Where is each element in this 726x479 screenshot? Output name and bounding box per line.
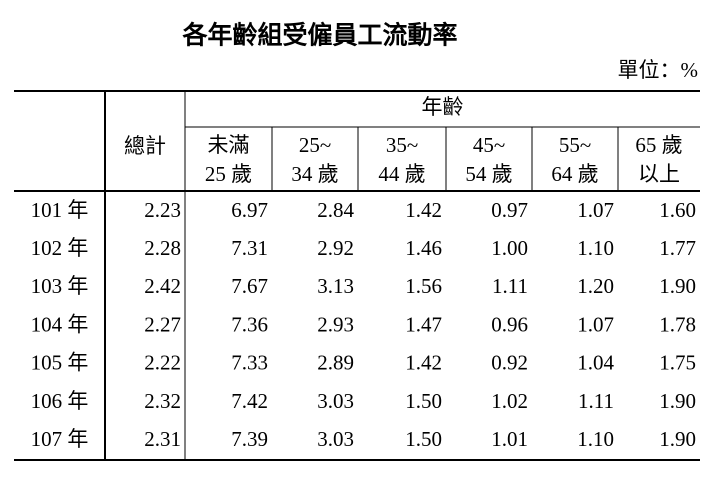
- cell-value: 1.50: [405, 389, 442, 413]
- column-header: 總計: [124, 134, 166, 158]
- column-header: 54 歲: [465, 162, 512, 186]
- cell-value: 1.04: [577, 351, 614, 375]
- cell-value: 1.60: [659, 198, 696, 222]
- cell-value: 1.56: [405, 274, 442, 298]
- cell-value: 3.03: [317, 427, 354, 451]
- column-header: 未滿: [208, 133, 250, 157]
- row-header: 107 年: [31, 427, 89, 451]
- cell-value: 3.13: [317, 274, 354, 298]
- cell-value: 3.03: [317, 389, 354, 413]
- row-header: 103 年: [31, 274, 89, 298]
- cell-value: 7.31: [231, 236, 268, 260]
- column-header: 35~: [386, 133, 418, 157]
- cell-value: 7.39: [231, 427, 268, 451]
- row-header: 105 年: [31, 351, 89, 375]
- group-header: 年齡: [422, 95, 464, 119]
- cell-value: 6.97: [231, 198, 268, 222]
- cell-value: 1.01: [491, 427, 528, 451]
- cell-value: 2.89: [317, 351, 354, 375]
- column-header: 45~: [473, 133, 505, 157]
- column-header: 25 歲: [205, 162, 252, 186]
- column-header: 34 歲: [291, 162, 338, 186]
- unit-label: 單位：%: [618, 58, 699, 82]
- cell-value: 0.92: [491, 351, 528, 375]
- cell-value: 2.31: [144, 427, 181, 451]
- cell-value: 1.46: [405, 236, 442, 260]
- row-header: 102 年: [31, 236, 89, 260]
- cell-value: 2.92: [317, 236, 354, 260]
- cell-value: 1.75: [659, 351, 696, 375]
- cell-value: 1.07: [577, 198, 614, 222]
- cell-value: 1.77: [659, 236, 696, 260]
- row-header: 106 年: [31, 389, 89, 413]
- cell-value: 2.27: [144, 312, 181, 336]
- cell-value: 1.11: [578, 389, 614, 413]
- cell-value: 2.42: [144, 274, 181, 298]
- cell-value: 1.90: [659, 389, 696, 413]
- cell-value: 1.07: [577, 312, 614, 336]
- row-header: 104 年: [31, 312, 89, 336]
- column-header: 25~: [299, 133, 331, 157]
- cell-value: 1.42: [405, 198, 442, 222]
- cell-value: 2.32: [144, 389, 181, 413]
- column-header: 44 歲: [378, 162, 425, 186]
- cell-value: 1.47: [405, 312, 442, 336]
- cell-value: 2.22: [144, 351, 181, 375]
- cell-value: 1.10: [577, 427, 614, 451]
- cell-value: 1.20: [577, 274, 614, 298]
- column-header: 65 歲: [635, 133, 682, 157]
- row-header: 101 年: [31, 198, 89, 222]
- cell-value: 7.33: [231, 351, 268, 375]
- cell-value: 1.90: [659, 274, 696, 298]
- cell-value: 1.78: [659, 312, 696, 336]
- cell-value: 2.28: [144, 236, 181, 260]
- column-header: 55~: [559, 133, 591, 157]
- column-header: 以上: [638, 162, 680, 186]
- cell-value: 1.10: [577, 236, 614, 260]
- cell-value: 1.50: [405, 427, 442, 451]
- cell-value: 2.84: [317, 198, 354, 222]
- cell-value: 2.23: [144, 198, 181, 222]
- cell-value: 7.36: [231, 312, 268, 336]
- cell-value: 1.00: [491, 236, 528, 260]
- column-header: 64 歲: [551, 162, 598, 186]
- cell-value: 0.96: [491, 312, 528, 336]
- cell-value: 7.42: [231, 389, 268, 413]
- cell-value: 1.42: [405, 351, 442, 375]
- cell-value: 1.11: [492, 274, 528, 298]
- cell-value: 1.02: [491, 389, 528, 413]
- cell-value: 7.67: [231, 274, 268, 298]
- cell-value: 1.90: [659, 427, 696, 451]
- cell-value: 2.93: [317, 312, 354, 336]
- cell-value: 0.97: [491, 198, 528, 222]
- title: 各年齡組受僱員工流動率: [181, 21, 457, 50]
